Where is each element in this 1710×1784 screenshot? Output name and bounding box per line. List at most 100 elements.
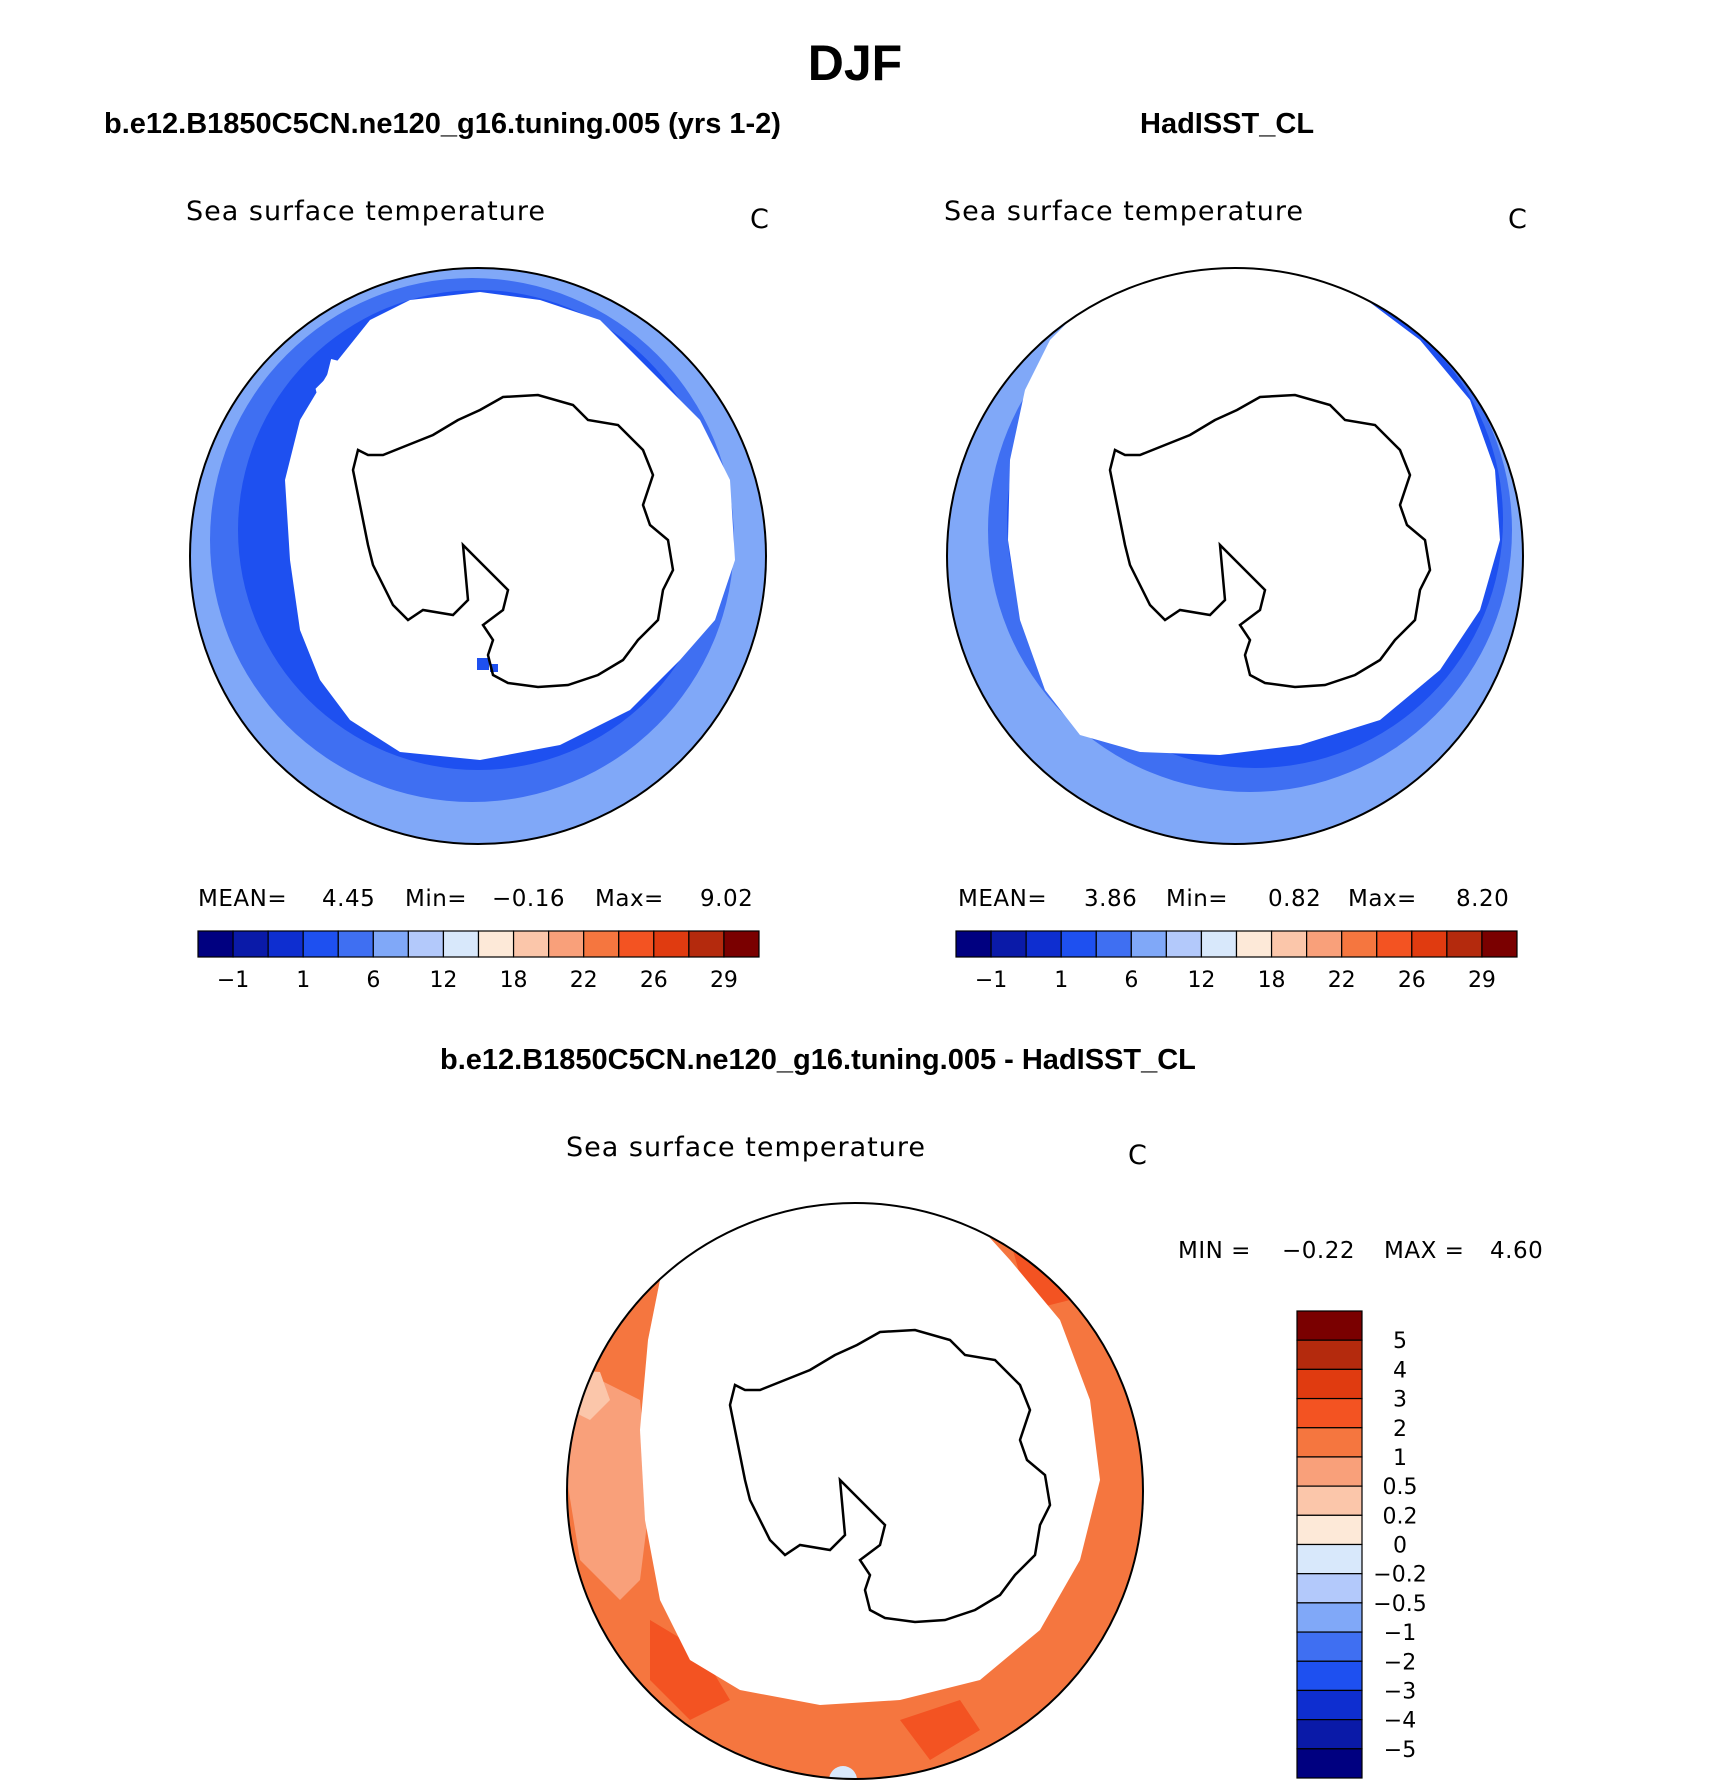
panel-3-colorbar-swatch xyxy=(1296,1660,1363,1692)
panel-3-title: b.e12.B1850C5CN.ne120_g16.tuning.005 - H… xyxy=(440,1044,1196,1076)
panel-3-colorbar-swatch xyxy=(1296,1427,1363,1458)
panel-1-map-border xyxy=(189,267,767,845)
panel-2-colorbar-swatch xyxy=(1376,930,1413,958)
panel-3-colorbar-swatch xyxy=(1296,1602,1363,1633)
panel-3-colorbar: 5 4 3 2 1 0.5 0.2 0 −0.2 −0.5 −1 −2 −3 −4 −5 xyxy=(1296,1310,1427,1779)
panel-3-colorbar-tick-label: 0 xyxy=(1393,1534,1407,1559)
panel-3-colorbar-tick-label: −5 xyxy=(1384,1738,1416,1763)
panel-2-colorbar-tick-label: 12 xyxy=(1187,968,1215,993)
panel-2-max: 8.20 xyxy=(1456,886,1510,912)
panel-3-colorbar-tick-label: −0.5 xyxy=(1373,1592,1426,1617)
panel-3-colorbar-tick-label: −3 xyxy=(1384,1679,1416,1704)
panel-2-colorbar-tick-label: 6 xyxy=(1124,968,1138,993)
panel-1-colorbar-tick-label: 1 xyxy=(296,968,310,993)
panel-2-colorbar-swatch xyxy=(1025,930,1062,958)
panel-1-colorbar-swatch xyxy=(548,930,585,958)
panel-3-colorbar-tick-label: 3 xyxy=(1393,1388,1407,1413)
panel-2-map xyxy=(947,268,1523,844)
panel-2-map-border xyxy=(946,267,1524,845)
panel-1-colorbar-swatch xyxy=(723,930,760,958)
panel-3-colorbar-tick-label: 0.5 xyxy=(1383,1475,1418,1500)
panel-2-colorbar-swatch xyxy=(1270,930,1308,958)
panel-3-colorbar-swatch xyxy=(1296,1573,1363,1604)
panel-2-colorbar-swatch xyxy=(1060,930,1097,958)
panel-2-colorbar-swatch xyxy=(1341,930,1378,958)
panel-3-colorbar-swatch xyxy=(1296,1748,1363,1779)
panel-1-mean: 4.45 xyxy=(322,886,376,912)
panel-1-max-label: Max= xyxy=(595,886,664,912)
panel-3-variable: Sea surface temperature xyxy=(566,1132,926,1163)
panel-3-map-border xyxy=(566,1202,1144,1780)
panel-2-colorbar-swatch xyxy=(1411,930,1448,958)
panel-1-colorbar-swatch xyxy=(688,930,725,958)
panel-2-colorbar-swatch xyxy=(955,930,992,958)
panel-3-colorbar-swatch xyxy=(1296,1310,1363,1341)
panel-1-colorbar-tick-label: 18 xyxy=(500,968,528,993)
panel-3-colorbar-tick-label: −1 xyxy=(1384,1621,1416,1646)
panel-2-colorbar-swatch xyxy=(1446,930,1483,958)
panel-2-colorbar-swatch xyxy=(1165,930,1203,958)
panel-1-colorbar-swatch xyxy=(512,930,550,958)
panel-3-colorbar-tick-label: 4 xyxy=(1393,1358,1407,1383)
panel-1-colorbar-swatch xyxy=(653,930,690,958)
panel-1-colorbar-swatch xyxy=(302,930,339,958)
panel-2-colorbar-tick-label: 26 xyxy=(1398,968,1426,993)
panel-1-colorbar-swatch xyxy=(407,930,445,958)
panel-3-colorbar-swatch xyxy=(1296,1514,1363,1546)
panel-3-colorbar-swatch xyxy=(1296,1689,1363,1721)
panel-1-units: C xyxy=(750,204,769,235)
panel-3-max-label: MAX = xyxy=(1384,1238,1465,1264)
panel-3-colorbar-swatch xyxy=(1296,1339,1363,1370)
panel-1-colorbar-tick-label: 26 xyxy=(640,968,668,993)
figure-title: DJF xyxy=(807,35,903,91)
panel-3-colorbar-tick-label: 0.2 xyxy=(1383,1504,1418,1529)
panel-3-colorbar-tick-label: −0.2 xyxy=(1373,1563,1426,1588)
panel-3-colorbar-swatch xyxy=(1296,1368,1363,1400)
panel-1-colorbar-tick-label: 12 xyxy=(429,968,457,993)
panel-1-map xyxy=(190,268,766,844)
panel-1-colorbar-swatch xyxy=(618,930,655,958)
panel-2-max-label: Max= xyxy=(1348,886,1417,912)
panel-1-colorbar-swatch xyxy=(267,930,304,958)
panel-3-colorbar-swatch xyxy=(1296,1397,1363,1429)
panel-1-min-label: Min= xyxy=(405,886,468,912)
panel-3-colorbar-tick-label: 5 xyxy=(1393,1329,1407,1354)
panel-3-min: −0.22 xyxy=(1282,1238,1355,1264)
panel-1-colorbar-swatch xyxy=(372,930,409,958)
panel-1-colorbar-tick-label: 22 xyxy=(570,968,598,993)
panel-1-colorbar-swatch xyxy=(232,930,269,958)
panel-3-colorbar-swatch xyxy=(1296,1456,1363,1487)
panel-2-colorbar: −1 1 6 12 18 22 26 29 xyxy=(955,930,1518,993)
panel-2-colorbar-swatch xyxy=(1481,930,1518,958)
panel-3-min-label: MIN = xyxy=(1178,1238,1251,1264)
panel-2-title: HadISST_CL xyxy=(1140,108,1315,140)
panel-1-colorbar-swatch xyxy=(583,930,620,958)
panel-2-colorbar-tick-label: −1 xyxy=(975,968,1007,993)
panel-3-colorbar-tick-label: −2 xyxy=(1384,1650,1416,1675)
panel-1-mean-label: MEAN= xyxy=(198,886,288,912)
panel-1-variable: Sea surface temperature xyxy=(186,196,546,227)
panel-3-colorbar-tick-label: −4 xyxy=(1384,1709,1416,1734)
panel-3-colorbar-tick-label: 1 xyxy=(1393,1446,1407,1471)
panel-2-colorbar-tick-label: 29 xyxy=(1468,968,1496,993)
panel-2-variable: Sea surface temperature xyxy=(944,196,1304,227)
panel-1-colorbar: −1 1 6 12 18 22 26 29 xyxy=(197,930,760,993)
panel-1-max: 9.02 xyxy=(700,886,754,912)
panel-2-colorbar-swatch xyxy=(1235,930,1273,958)
panel-2-colorbar-swatch xyxy=(1130,930,1167,958)
panel-2-units: C xyxy=(1508,204,1527,235)
panel-3-map xyxy=(567,1203,1143,1779)
panel-2-colorbar-swatch xyxy=(1095,930,1132,958)
panel-1-colorbar-tick-label: 29 xyxy=(710,968,738,993)
panel-1-colorbar-swatch xyxy=(197,930,234,958)
panel-2-mean-label: MEAN= xyxy=(958,886,1048,912)
panel-3-units: C xyxy=(1128,1140,1147,1171)
panel-2-colorbar-tick-label: 22 xyxy=(1328,968,1356,993)
panel-3-colorbar-swatch xyxy=(1296,1719,1363,1750)
panel-2-colorbar-swatch xyxy=(990,930,1027,958)
panel-1-min: −0.16 xyxy=(492,886,565,912)
panel-2-colorbar-swatch xyxy=(1306,930,1343,958)
panel-2-colorbar-swatch xyxy=(1200,930,1238,958)
panel-2-mean: 3.86 xyxy=(1084,886,1138,912)
